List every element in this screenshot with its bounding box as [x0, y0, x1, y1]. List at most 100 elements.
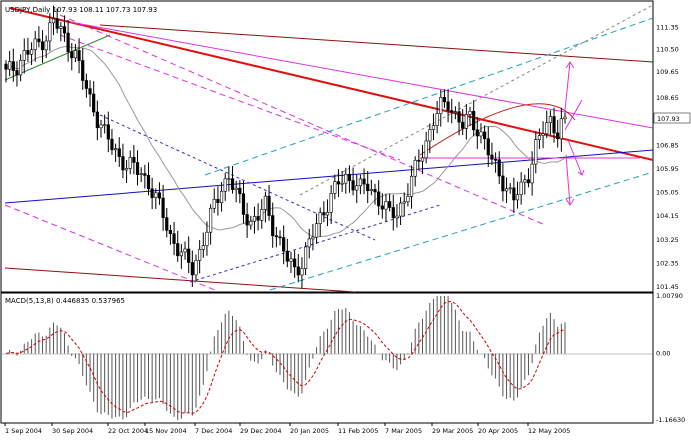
candle-body — [187, 248, 191, 263]
candle-body — [55, 18, 59, 29]
darkred-upper-line — [99, 24, 654, 63]
x-tick-label: 20 Jan 2005 — [290, 427, 329, 435]
candle-body — [413, 159, 417, 177]
candle-body — [497, 159, 501, 177]
arrow-up — [564, 61, 571, 111]
candle-body — [504, 188, 509, 192]
candle-body — [157, 192, 162, 199]
macd-y-tick-label: 1.00790 — [656, 292, 683, 300]
candle-body — [501, 175, 505, 192]
x-tick-label: 22 Oct 2004 — [108, 427, 148, 435]
candle-body — [548, 116, 552, 123]
x-tick-label: 20 Apr 2005 — [478, 427, 518, 435]
candle-body — [344, 173, 348, 184]
x-tick-label: 7 Mar 2005 — [385, 427, 422, 435]
candle-body — [209, 207, 213, 233]
candle-body — [230, 178, 235, 190]
candle-body — [300, 268, 304, 276]
macd-y-axis: 1.00790 0.00 -1.16630 — [656, 292, 685, 424]
x-tick-label: 12 May 2005 — [528, 427, 570, 435]
candle-body — [530, 163, 534, 184]
candle-body — [523, 179, 527, 183]
macd-signal-line — [5, 300, 566, 415]
x-tick-label: 30 Sep 2004 — [52, 427, 93, 435]
x-tick-label: 29 Mar 2005 — [432, 427, 473, 435]
magenta-upper-trendline — [69, 21, 654, 129]
candle-body — [293, 258, 297, 268]
candle-body — [398, 202, 403, 217]
candle-body — [216, 198, 220, 204]
candle-body — [457, 111, 461, 123]
candle-body — [194, 260, 198, 276]
candle-body — [424, 140, 428, 159]
candle-body — [519, 181, 523, 195]
candle-body — [552, 116, 556, 134]
last-price-label: 107.93 — [657, 115, 680, 123]
candle-body — [37, 38, 41, 43]
candle-body — [114, 148, 118, 151]
candle-body — [4, 63, 8, 70]
candle-body — [428, 129, 432, 142]
candle-body — [139, 173, 143, 175]
candle-body — [106, 124, 110, 140]
candle-body — [472, 111, 476, 131]
candle-body — [461, 121, 465, 129]
trendlines — [4, 4, 654, 293]
candle-body — [183, 248, 187, 253]
y-tick-label: 106.85 — [656, 141, 679, 149]
candle-body — [468, 111, 472, 115]
arrow-up-head — [565, 61, 575, 69]
gray-dotted-upper — [299, 4, 654, 196]
candle-body — [26, 50, 30, 55]
candle-body — [355, 185, 359, 191]
cyan-dashed-upper — [204, 17, 654, 176]
candle-body — [483, 131, 487, 140]
candle-body — [241, 193, 246, 215]
candle-body — [347, 173, 352, 181]
arrow-down-head — [565, 198, 575, 206]
candle-body — [201, 245, 205, 250]
candle-body — [33, 38, 37, 51]
candle-body — [81, 60, 85, 81]
green-trendline — [4, 34, 111, 81]
candle-body — [70, 51, 74, 59]
candle-body — [271, 215, 275, 237]
arrow-down1-head — [577, 169, 585, 176]
y-tick-label: 101.45 — [656, 283, 679, 291]
magenta-dashed-1 — [59, 14, 546, 226]
arrow-down-2 — [565, 154, 571, 206]
candle-body — [534, 139, 538, 165]
candle-body — [48, 22, 52, 42]
candle-body — [366, 183, 370, 192]
candle-body — [402, 201, 406, 204]
candle-body — [227, 178, 231, 180]
candle-body — [51, 18, 56, 24]
candle-body — [373, 189, 377, 193]
candle-body — [44, 40, 48, 51]
candle-body — [388, 201, 392, 208]
macd-y-tick-label: 0.00 — [656, 349, 670, 357]
candle-body — [190, 262, 194, 276]
price-title: USDJPY,Daily 107.93 108.11 107.73 107.93 — [5, 6, 157, 14]
candle-body — [8, 61, 12, 70]
candle-body — [282, 237, 286, 252]
candles — [4, 5, 567, 289]
cyan-dashed-lower — [269, 171, 654, 291]
candle-body — [409, 175, 414, 197]
candle-body — [395, 215, 399, 219]
candle-body — [340, 182, 344, 185]
arrow-down-1 — [567, 139, 583, 176]
y-tick-label: 102.35 — [656, 259, 679, 267]
candle-body — [377, 191, 381, 207]
candle-body — [475, 129, 479, 137]
candle-body — [128, 157, 132, 169]
candle-body — [442, 97, 447, 103]
x-tick-label: 15 Nov 2004 — [145, 427, 187, 435]
candle-body — [278, 236, 282, 239]
candle-body — [62, 26, 67, 34]
candle-body — [234, 187, 238, 190]
candle-body — [146, 175, 151, 190]
y-tick-label: 108.65 — [656, 94, 679, 102]
